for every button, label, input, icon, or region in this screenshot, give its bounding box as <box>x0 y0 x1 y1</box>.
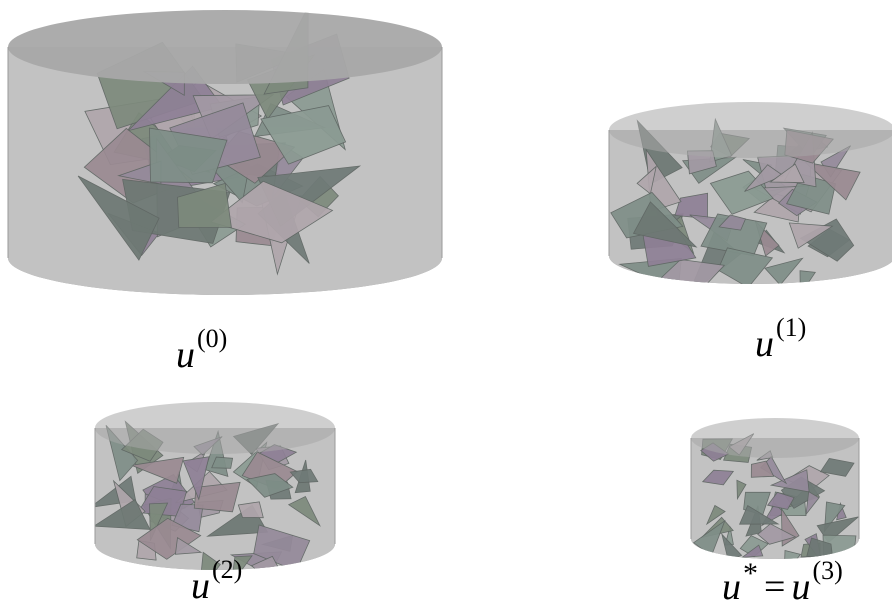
label-u3: u* = u(3) <box>722 558 843 608</box>
piece-shard <box>744 164 785 192</box>
label-u3-base2: u <box>791 566 811 608</box>
cylinder-bottom-rim <box>8 221 442 295</box>
piece-box <box>750 460 775 478</box>
piece-shard <box>769 163 805 184</box>
piece-box <box>210 180 334 244</box>
piece-shard <box>95 498 151 530</box>
label-u1-base: u <box>755 323 774 365</box>
piece-box <box>177 182 232 228</box>
piece-box <box>237 501 264 519</box>
label-u2: u(2) <box>191 557 242 607</box>
piece-box <box>717 247 774 284</box>
piece-shard <box>632 201 698 248</box>
piece-shard <box>736 479 747 501</box>
piece-box <box>766 491 795 510</box>
cylinder-top <box>95 402 335 454</box>
piece-shard <box>287 495 321 527</box>
piece-box <box>246 473 294 498</box>
label-u3-base: u <box>722 566 741 608</box>
piece-shard <box>803 161 861 201</box>
piece-shard <box>129 456 185 484</box>
label-u3-eq: = <box>764 566 786 608</box>
piece-shard <box>738 505 780 525</box>
label-u3-sup: (3) <box>812 556 843 585</box>
packed-pieces <box>77 10 362 276</box>
cylinder-u3 <box>690 418 860 559</box>
label-u3-star: * <box>743 557 758 590</box>
piece-box <box>250 555 283 570</box>
piece-shard <box>174 537 203 555</box>
piece-box <box>260 105 347 165</box>
label-u1: u(1) <box>755 315 806 365</box>
label-u0-base: u <box>176 334 195 376</box>
cylinder-u1 <box>608 102 892 284</box>
piece-shard <box>230 555 253 570</box>
cylinder-top <box>609 102 892 158</box>
cylinder-top <box>8 10 442 84</box>
label-u0: u(0) <box>176 326 227 376</box>
piece-shard <box>636 165 657 195</box>
piece-shard <box>740 544 764 558</box>
piece-shard <box>783 549 802 559</box>
label-u0-sup: (0) <box>197 324 228 353</box>
piece-box <box>253 524 311 570</box>
piece-shard <box>769 469 810 493</box>
cylinder-u2 <box>94 402 336 570</box>
piece-box <box>136 517 202 560</box>
piece-box <box>819 458 855 477</box>
piece-shard <box>788 222 834 249</box>
packed-pieces <box>692 433 859 559</box>
piece-box <box>718 214 747 231</box>
piece-shard <box>705 504 726 526</box>
label-u2-sup: (2) <box>212 555 243 584</box>
cylinder-top <box>691 418 859 458</box>
piece-shard <box>77 175 160 261</box>
piece-shard <box>182 456 210 501</box>
piece-shard <box>799 270 817 284</box>
piece-box <box>739 535 769 558</box>
piece-box <box>701 469 735 486</box>
piece-box <box>211 456 234 469</box>
piece-shard <box>764 257 804 284</box>
piece-box <box>799 218 855 262</box>
label-u2-base: u <box>191 565 210 607</box>
piece-shard <box>805 490 820 516</box>
piece-box <box>289 468 319 484</box>
cylinder-u0 <box>7 10 443 295</box>
piece-shard <box>198 551 221 570</box>
piece-box <box>149 127 228 184</box>
packed-pieces <box>95 420 321 570</box>
label-u1-sup: (1) <box>776 313 807 342</box>
